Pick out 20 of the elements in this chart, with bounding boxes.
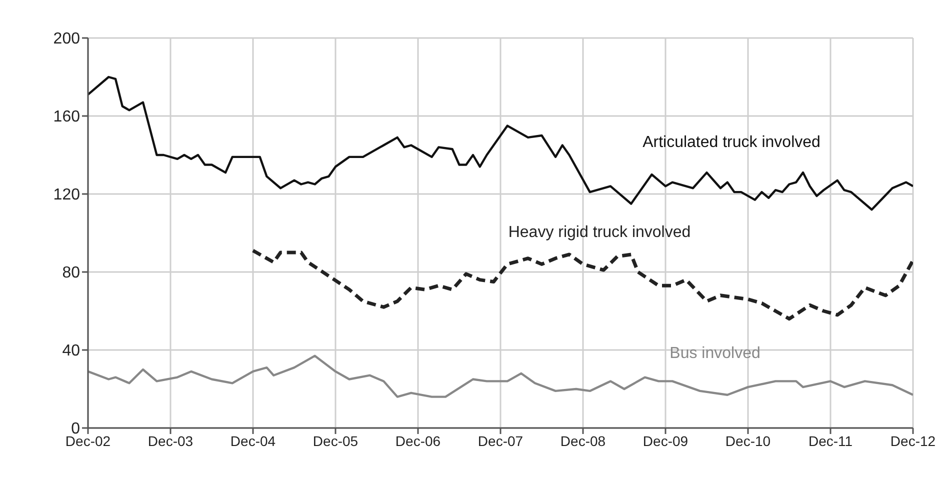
series-label: Articulated truck involved	[642, 134, 820, 152]
series-label: Heavy rigid truck involved	[508, 224, 691, 242]
y-tick-label: 120	[53, 186, 80, 204]
x-tick-label: Dec-05	[312, 432, 358, 449]
x-tick-label: Dec-06	[395, 432, 441, 449]
series-label: Bus involved	[670, 344, 760, 363]
x-tick-label: Dec-04	[230, 432, 276, 449]
x-tick-label: Dec-03	[148, 432, 194, 449]
x-tick-label: Dec-10	[725, 432, 771, 449]
y-tick-label: 160	[53, 108, 80, 126]
y-tick-label: 40	[62, 342, 80, 360]
line-series	[251, 248, 913, 321]
x-tick-label: Dec-07	[478, 432, 524, 449]
x-tick-label: Dec-08	[560, 432, 606, 449]
y-tick-label: 80	[62, 264, 80, 282]
x-tick-label: Dec-09	[642, 432, 688, 449]
x-tick-label: Dec-11	[808, 432, 853, 449]
y-tick-label: 200	[53, 30, 80, 48]
x-tick-label: Dec-12	[890, 432, 936, 449]
line-series	[88, 76, 913, 211]
